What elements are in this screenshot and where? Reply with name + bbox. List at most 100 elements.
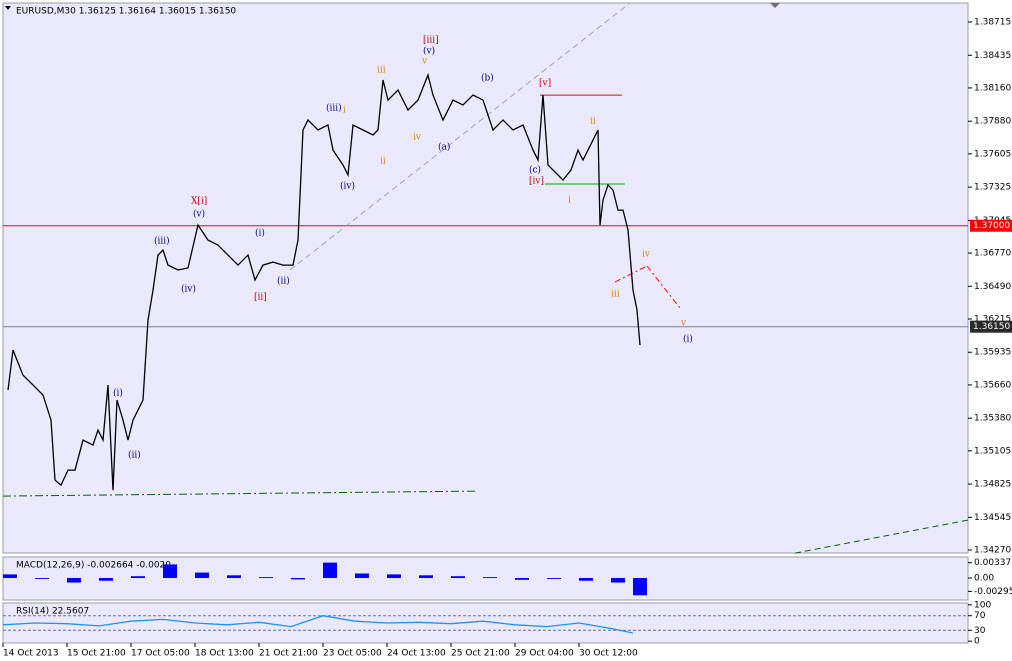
wave-label: X[i] — [191, 197, 207, 207]
wave-label: (i) — [683, 334, 693, 345]
wave-label: (ii) — [277, 276, 290, 287]
wave-label: v — [421, 56, 428, 66]
histogram-bar — [387, 574, 401, 579]
y-tick-label: 1.36770 — [974, 249, 1011, 259]
y-tick-label: 0.00 — [974, 574, 994, 584]
wave-label: [v] — [539, 79, 551, 89]
wave-label: (b) — [481, 73, 494, 84]
trend-line — [646, 265, 681, 309]
y-tick-label: 1.38435 — [974, 51, 1011, 61]
y-tick-label: 1.37880 — [974, 117, 1011, 127]
wave-label: [iv] — [529, 177, 544, 187]
x-tick-label: 25 Oct 21:00 — [451, 649, 510, 659]
y-tick-label: 1.34270 — [974, 546, 1011, 556]
wave-label: iii — [377, 65, 386, 75]
wave-label: (v) — [193, 209, 205, 220]
wave-label: (iv) — [340, 181, 355, 192]
histogram-bar — [227, 575, 241, 579]
panel-title: MACD(12,26,9) -0.002664 -0.0020 — [16, 561, 171, 571]
histogram-bar — [291, 578, 305, 580]
histogram-bar — [323, 562, 337, 579]
y-tick-label: 1.36490 — [974, 282, 1011, 292]
x-tick-label: 14 Oct 2013 — [3, 649, 59, 659]
price-panel — [2, 2, 969, 554]
x-tick-label: 29 Oct 04:00 — [515, 649, 574, 659]
y-tick-label: -0.002952 — [974, 587, 1012, 597]
histogram-bar — [355, 573, 369, 579]
x-tick-label: 17 Oct 05:00 — [131, 649, 190, 659]
histogram-bar — [515, 578, 529, 580]
histogram-bar — [35, 578, 49, 579]
y-tick-label: 1.36215 — [974, 314, 1011, 324]
panel-title: RSI(14) 22.5607 — [16, 607, 89, 617]
histogram-bar — [419, 575, 433, 579]
wave-label: (iii) — [154, 236, 170, 247]
wave-label: (v) — [423, 45, 435, 56]
menu-arrow[interactable] — [5, 6, 11, 10]
histogram-bar — [579, 578, 593, 581]
y-tick-label: 1.37325 — [974, 183, 1011, 193]
macd-panel — [2, 556, 969, 601]
wave-label: (iii) — [326, 103, 342, 114]
x-tick-label: 23 Oct 05:00 — [323, 649, 382, 659]
trend-line — [614, 265, 648, 283]
x-tick-label: 21 Oct 21:00 — [259, 649, 318, 659]
price-label-box — [970, 219, 1012, 232]
histogram-bar — [163, 564, 177, 579]
histogram-bar — [611, 578, 625, 583]
y-tick-label: 1.35380 — [974, 414, 1011, 424]
wave-label: ii — [590, 117, 596, 127]
x-tick-label: 15 Oct 21:00 — [67, 649, 126, 659]
wave-label: iii — [611, 290, 620, 300]
x-tick-label: 18 Oct 13:00 — [195, 649, 254, 659]
price-label-box — [970, 320, 1012, 333]
price-line — [7, 72, 641, 491]
rsi-panel — [2, 602, 969, 644]
y-tick-label: 0 — [974, 637, 980, 647]
wave-label: (i) — [113, 388, 123, 399]
histogram-bar — [633, 578, 647, 596]
y-tick-label: 70 — [974, 611, 986, 621]
shift-marker[interactable] — [770, 3, 780, 8]
y-tick-label: 1.35105 — [974, 446, 1011, 456]
y-tick-label: 1.38160 — [974, 83, 1011, 93]
wave-label: (ii) — [128, 450, 141, 461]
price-label: 1.37000 — [973, 221, 1010, 231]
histogram-bar — [451, 576, 465, 579]
histogram-bar — [195, 572, 209, 579]
histogram-bar — [99, 578, 113, 581]
y-tick-label: 1.35935 — [974, 348, 1011, 358]
y-tick-label: 30 — [974, 626, 986, 636]
wave-label: (c) — [529, 165, 541, 176]
y-tick-label: 1.38715 — [974, 18, 1011, 28]
wave-label: iv — [413, 132, 422, 142]
y-tick-label: 1.37605 — [974, 149, 1011, 159]
histogram-bar — [67, 578, 81, 583]
y-tick-label: 100 — [974, 600, 991, 610]
trend-line — [289, 2, 631, 271]
wave-label: iv — [642, 250, 651, 260]
x-tick-label: 30 Oct 12:00 — [579, 649, 638, 659]
wave-label: v — [680, 319, 687, 329]
wave-label: [ii] — [254, 293, 267, 303]
histogram-bar — [259, 577, 273, 579]
y-tick-label: 1.34545 — [974, 513, 1011, 523]
wave-label: (i) — [255, 228, 265, 239]
wave-label: i — [343, 106, 346, 116]
histogram-bar — [547, 578, 561, 579]
y-tick-label: 1.34825 — [974, 480, 1011, 490]
wave-label: i — [568, 196, 571, 206]
trend-line — [2, 490, 476, 497]
histogram-bar — [131, 576, 145, 579]
wave-label: (iv) — [181, 284, 196, 295]
x-tick-label: 24 Oct 13:00 — [387, 649, 446, 659]
price-label: 1.36150 — [973, 322, 1010, 332]
y-tick-label: 0.003377 — [974, 558, 1012, 568]
price-line — [2, 615, 634, 634]
wave-label: (a) — [438, 142, 450, 153]
histogram-bar — [483, 577, 497, 579]
wave-label: [iii] — [423, 36, 439, 46]
histogram-bar — [3, 574, 17, 579]
wave-label: ii — [380, 156, 386, 166]
